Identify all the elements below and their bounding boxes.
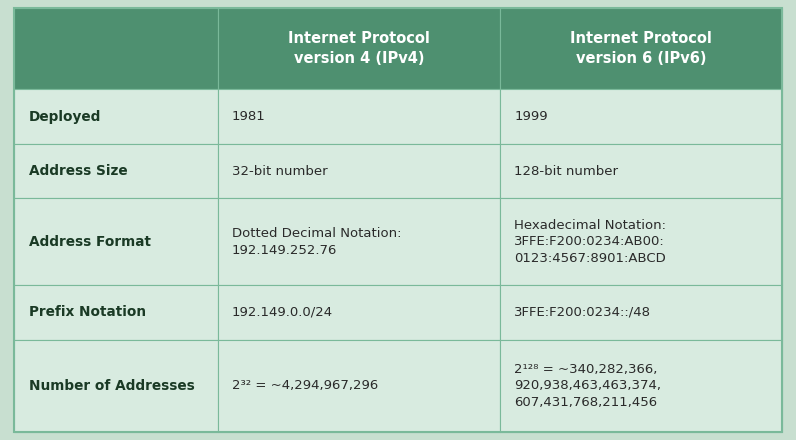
Text: Address Format: Address Format (29, 235, 150, 249)
Text: Address Size: Address Size (29, 164, 127, 178)
Bar (14, 340, 217, 432)
Text: Deployed: Deployed (29, 110, 101, 124)
Text: Internet Protocol
version 4 (IPv4): Internet Protocol version 4 (IPv4) (288, 31, 430, 66)
Bar (217, 340, 500, 432)
Bar (500, 8, 782, 89)
Text: Dotted Decimal Notation:
192.149.252.76: Dotted Decimal Notation: 192.149.252.76 (232, 227, 401, 257)
Bar (217, 198, 500, 285)
Bar (14, 8, 217, 89)
Bar (500, 144, 782, 198)
Text: 2¹²⁸ = ~340,282,366,
920,938,463,463,374,
607,431,768,211,456: 2¹²⁸ = ~340,282,366, 920,938,463,463,374… (514, 363, 661, 409)
Bar (14, 144, 217, 198)
Bar (217, 285, 500, 340)
Text: Prefix Notation: Prefix Notation (29, 305, 146, 319)
Bar (500, 89, 782, 144)
Bar (217, 8, 500, 89)
Text: Hexadecimal Notation:
3FFE:F200:0234:AB00:
0123:4567:8901:ABCD: Hexadecimal Notation: 3FFE:F200:0234:AB0… (514, 219, 666, 265)
Bar (14, 89, 217, 144)
Text: Number of Addresses: Number of Addresses (29, 379, 194, 393)
Text: 3FFE:F200:0234::/48: 3FFE:F200:0234::/48 (514, 306, 651, 319)
Bar (500, 285, 782, 340)
Text: 2³² = ~4,294,967,296: 2³² = ~4,294,967,296 (232, 379, 378, 392)
Text: 32-bit number: 32-bit number (232, 165, 328, 178)
Bar (217, 89, 500, 144)
Bar (217, 144, 500, 198)
Bar (500, 198, 782, 285)
Text: 1981: 1981 (232, 110, 266, 123)
Bar (14, 285, 217, 340)
Bar (500, 340, 782, 432)
Text: Internet Protocol
version 6 (IPv6): Internet Protocol version 6 (IPv6) (570, 31, 712, 66)
Text: 128-bit number: 128-bit number (514, 165, 618, 178)
Text: 192.149.0.0/24: 192.149.0.0/24 (232, 306, 334, 319)
Text: 1999: 1999 (514, 110, 548, 123)
Bar (14, 198, 217, 285)
